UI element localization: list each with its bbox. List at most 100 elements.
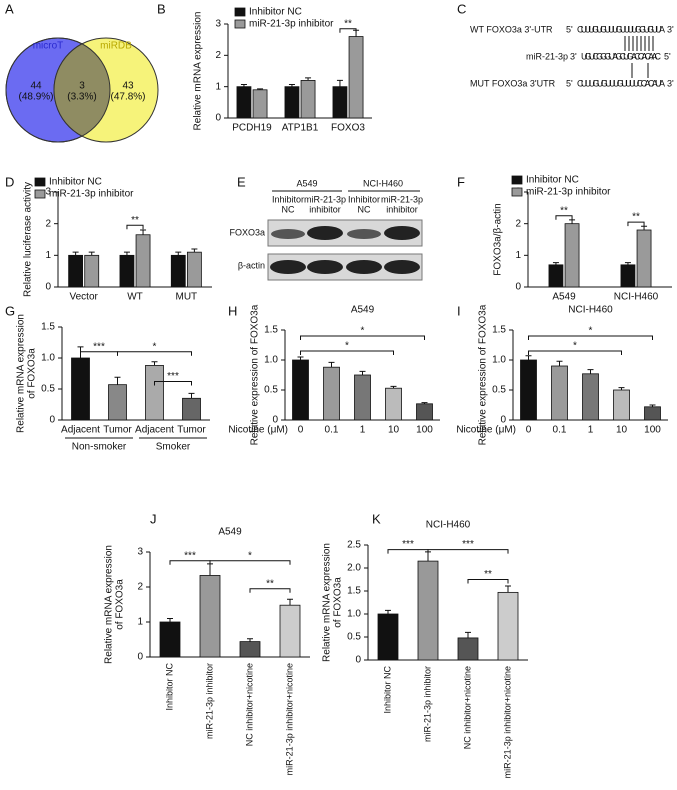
bar <box>385 387 402 421</box>
legend-label: Inhibitor NC <box>249 7 302 18</box>
lane-label: Inhibitor <box>272 194 304 204</box>
x-tick-label: Inhibitor NC <box>164 663 174 711</box>
error-bar <box>624 262 631 265</box>
error-bar <box>385 609 391 614</box>
legend-swatch <box>34 189 46 199</box>
bar <box>332 86 348 119</box>
significance-bracket <box>555 215 573 220</box>
significance-bracket <box>528 350 622 355</box>
error-bar <box>505 585 511 593</box>
chart-title: A549 <box>351 305 375 316</box>
seq-end: 3' <box>570 51 577 61</box>
significance-label: ** <box>131 215 139 226</box>
legend-swatch <box>234 19 246 29</box>
significance-label: *** <box>167 371 179 382</box>
x-tick-label: MUT <box>175 292 197 303</box>
significance-bracket <box>117 351 192 356</box>
y-tick-label: 2 <box>45 218 51 229</box>
panel-label: B <box>157 1 166 16</box>
x-tick-label: NC inhibitor+nicotine <box>244 663 254 746</box>
error-bar <box>465 631 471 638</box>
error-bar <box>305 77 312 81</box>
bar <box>520 359 537 421</box>
x-tick-label: Adjacent <box>61 425 100 436</box>
y-tick-label: 0 <box>272 415 278 426</box>
error-bar <box>649 404 656 407</box>
error-bar <box>123 251 130 256</box>
lane-label: NC <box>282 204 295 214</box>
panel-label: H <box>228 303 237 318</box>
panel-label: C <box>457 1 466 16</box>
venn-count: 43 <box>122 81 134 92</box>
significance-bracket <box>126 224 144 230</box>
bar <box>620 264 636 288</box>
venn-count: 3 <box>79 81 85 92</box>
venn-percent: (48.9%) <box>18 92 53 103</box>
panel-label: F <box>457 174 465 189</box>
y-tick-label: 0 <box>355 655 361 666</box>
x-tick-label: WT <box>127 292 143 303</box>
y-axis-label: Relative mRNA expression <box>16 314 27 433</box>
significance-label: ** <box>266 578 274 589</box>
pairing-lines <box>624 36 654 78</box>
y-tick-label: 3 <box>137 547 143 558</box>
significance-label: * <box>345 341 349 352</box>
error-bar <box>140 229 147 235</box>
error-bar <box>240 83 247 87</box>
x-tick-label: FOXO3 <box>331 123 365 134</box>
x-tick-label: 0.1 <box>325 425 339 436</box>
significance-bracket <box>249 588 291 593</box>
bar <box>186 251 202 288</box>
error-bar <box>297 356 304 360</box>
legend-label: miR-21-3p inhibitor <box>249 19 334 30</box>
bar <box>145 365 164 421</box>
bar <box>239 641 261 658</box>
error-bar <box>641 225 648 230</box>
y-tick-label: 2.0 <box>347 563 361 574</box>
significance-label: * <box>589 326 593 337</box>
panel-label: G <box>5 303 15 318</box>
bar <box>119 254 135 288</box>
error-bar <box>421 402 428 404</box>
bar <box>354 374 371 421</box>
error-bar <box>287 598 293 606</box>
y-tick-label: 1 <box>515 250 521 261</box>
seq-end: 5' <box>664 51 671 61</box>
y-tick-label: 0 <box>215 113 221 124</box>
x-tick-label: Inhibitor NC <box>382 666 392 714</box>
significance-bracket <box>300 335 425 340</box>
bar <box>564 223 580 288</box>
bar <box>582 373 599 421</box>
error-bar <box>359 370 366 375</box>
x-tick-label: 0.1 <box>553 425 567 436</box>
legend-label: Inhibitor NC <box>49 177 102 188</box>
significance-label: * <box>573 341 577 352</box>
bar <box>551 365 568 421</box>
x-tick-label: 10 <box>388 425 400 436</box>
significance-label: ** <box>484 569 492 580</box>
y-tick-label: 0.5 <box>41 384 55 395</box>
bar <box>279 604 301 658</box>
legend-swatch <box>511 187 523 197</box>
venn-label: microT <box>33 41 64 52</box>
seq: CUUUGUGUUUGUUUUCCACAUA <box>577 78 665 88</box>
bar <box>284 86 300 119</box>
legend-label: miR-21-3p inhibitor <box>49 189 134 200</box>
x-tick-label: 10 <box>616 425 628 436</box>
seq-end: 3' <box>667 24 674 34</box>
significance-bracket <box>427 549 509 554</box>
error-bar <box>72 251 79 256</box>
error-bar <box>525 355 532 360</box>
y-tick-label: 1.5 <box>264 325 278 336</box>
y-tick-label: 1 <box>215 81 221 92</box>
bar <box>292 359 309 421</box>
y-axis-label: of FOXO3a <box>333 577 344 628</box>
bar <box>68 254 84 288</box>
bar <box>199 575 221 658</box>
venn-label: miRDB <box>100 41 132 52</box>
x-tick-label: 100 <box>644 425 661 436</box>
y-axis-label: of FOXO3a <box>115 579 126 630</box>
panel-label: A <box>5 1 14 16</box>
lane-label: Inhibitor <box>348 194 380 204</box>
